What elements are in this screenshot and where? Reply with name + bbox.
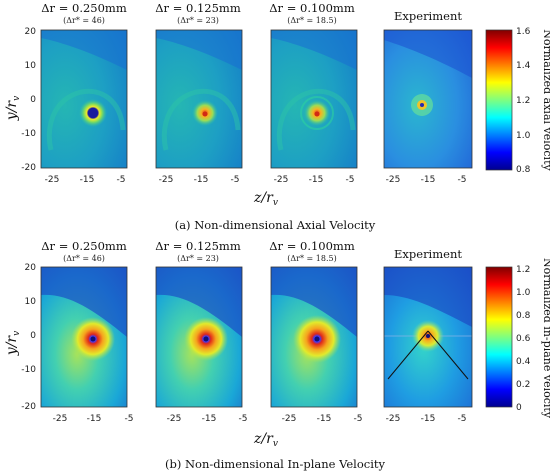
- colorbar-inplane: 1.2 1.0 0.8 0.6 0.4 0.2 0 Normalized in-…: [485, 258, 550, 419]
- y-tick: 0: [30, 331, 36, 341]
- x-tick: -15: [87, 414, 102, 424]
- panel-axial-1: Δr = 0.250mm (Δr* = 46): [40, 1, 128, 169]
- y-tick: 0: [30, 95, 36, 105]
- y-tick: 10: [25, 297, 37, 307]
- panel-title: Δr = 0.250mm: [41, 1, 127, 15]
- row-axial: y/rv 20 10 0 -10 -20 Δr = 0.250mm (Δr* =…: [4, 1, 550, 232]
- colorbar-tick: 0.8: [516, 165, 531, 175]
- x-tick: -5: [354, 414, 363, 424]
- x-tick: -15: [194, 175, 209, 185]
- panel-title: Δr = 0.125mm: [155, 239, 241, 253]
- panel-inplane-2: Δr = 0.125mm (Δr* = 23): [155, 239, 243, 408]
- panel-inplane-3: Δr = 0.100mm (Δr* = 18.5): [269, 239, 358, 408]
- colorbar-tick: 0.6: [516, 334, 531, 344]
- y-tick-labels: 20 10 0 -10 -20: [21, 27, 36, 173]
- panel-inplane-1: Δr = 0.250mm (Δr* = 46): [40, 239, 128, 408]
- x-tick: -25: [159, 175, 174, 185]
- x-tick: -5: [231, 175, 240, 185]
- y-tick: 10: [25, 61, 37, 71]
- y-tick: 20: [25, 27, 37, 37]
- x-tick: -15: [202, 414, 217, 424]
- panel-subtitle: (Δr* = 46): [63, 16, 105, 25]
- x-tick: -25: [282, 414, 297, 424]
- x-tick: -25: [274, 175, 289, 185]
- colorbar-label: Normalized in-plane velocity: [541, 258, 550, 419]
- panel-title: Experiment: [394, 9, 462, 23]
- x-tick-labels: -25 -15 -5 -25 -15 -5 -25 -15 -5 -25 -15…: [45, 175, 467, 185]
- x-tick: -5: [458, 414, 467, 424]
- panel-subtitle: (Δr* = 18.5): [287, 254, 336, 263]
- panel-title: Experiment: [394, 247, 462, 261]
- colorbar-tick: 1.0: [516, 131, 531, 141]
- x-tick: -5: [125, 414, 134, 424]
- colorbar-axial: 1.6 1.4 1.2 1.0 0.8 Normalized axial vel…: [485, 27, 550, 175]
- panel-axial-3: Δr = 0.100mm (Δr* = 18.5): [269, 1, 358, 169]
- x-axis-label: z/rv: [253, 431, 278, 449]
- caption-b: (b) Non-dimensional In-plane Velocity: [165, 457, 386, 471]
- panel-subtitle: (Δr* = 46): [63, 254, 105, 263]
- caption-a: (a) Non-dimensional Axial Velocity: [175, 218, 376, 232]
- panel-subtitle: (Δr* = 23): [177, 254, 219, 263]
- colorbar-tick: 0.4: [516, 357, 531, 367]
- x-tick: -25: [53, 414, 68, 424]
- colorbar-tick: 1.4: [516, 61, 531, 71]
- y-tick-labels: 20 10 0 -10 -20: [21, 263, 36, 412]
- panel-title: Δr = 0.100mm: [269, 239, 355, 253]
- x-tick: -15: [317, 414, 332, 424]
- colorbar-tick: 0.2: [516, 380, 530, 390]
- colorbar-tick: 0.8: [516, 311, 531, 321]
- colorbar-tick: 1.6: [516, 27, 531, 37]
- panel-title: Δr = 0.100mm: [269, 1, 355, 15]
- y-tick: -10: [21, 365, 36, 375]
- panel-title: Δr = 0.250mm: [41, 239, 127, 253]
- x-tick: -15: [309, 175, 324, 185]
- x-tick: -5: [239, 414, 248, 424]
- colorbar-tick: 1.0: [516, 288, 531, 298]
- x-tick: -25: [167, 414, 182, 424]
- x-tick: -15: [80, 175, 95, 185]
- y-tick: -20: [21, 402, 36, 412]
- x-tick: -15: [421, 175, 436, 185]
- y-tick: 20: [25, 263, 37, 273]
- y-axis-label: y/rv: [4, 331, 22, 356]
- colorbar-tick: 0: [516, 403, 522, 413]
- y-axis-label: y/rv: [4, 96, 22, 121]
- colorbar-tick: 1.2: [516, 265, 530, 275]
- x-tick: -5: [117, 175, 126, 185]
- panel-axial-experiment: Experiment: [383, 9, 473, 169]
- x-tick: -5: [458, 175, 467, 185]
- row-inplane: y/rv 20 10 0 -10 -20 Δr = 0.250mm (Δr* =…: [4, 239, 550, 471]
- x-tick: -25: [386, 414, 401, 424]
- x-tick-labels: -25 -15 -5 -25 -15 -5 -25 -15 -5 -25 -15…: [53, 414, 467, 424]
- panel-inplane-experiment: Experiment: [383, 247, 473, 408]
- panel-title: Δr = 0.125mm: [155, 1, 241, 15]
- colorbar-label: Normalized axial velocity: [541, 29, 550, 171]
- x-tick: -25: [45, 175, 60, 185]
- colorbar-tick: 1.2: [516, 96, 530, 106]
- panel-axial-2: Δr = 0.125mm (Δr* = 23): [155, 1, 243, 169]
- y-tick: -20: [21, 163, 36, 173]
- x-tick: -15: [421, 414, 436, 424]
- x-tick: -5: [346, 175, 355, 185]
- panel-subtitle: (Δr* = 18.5): [287, 16, 336, 25]
- panel-subtitle: (Δr* = 23): [177, 16, 219, 25]
- x-axis-label: z/rv: [253, 190, 278, 208]
- x-tick: -25: [386, 175, 401, 185]
- y-tick: -10: [21, 129, 36, 139]
